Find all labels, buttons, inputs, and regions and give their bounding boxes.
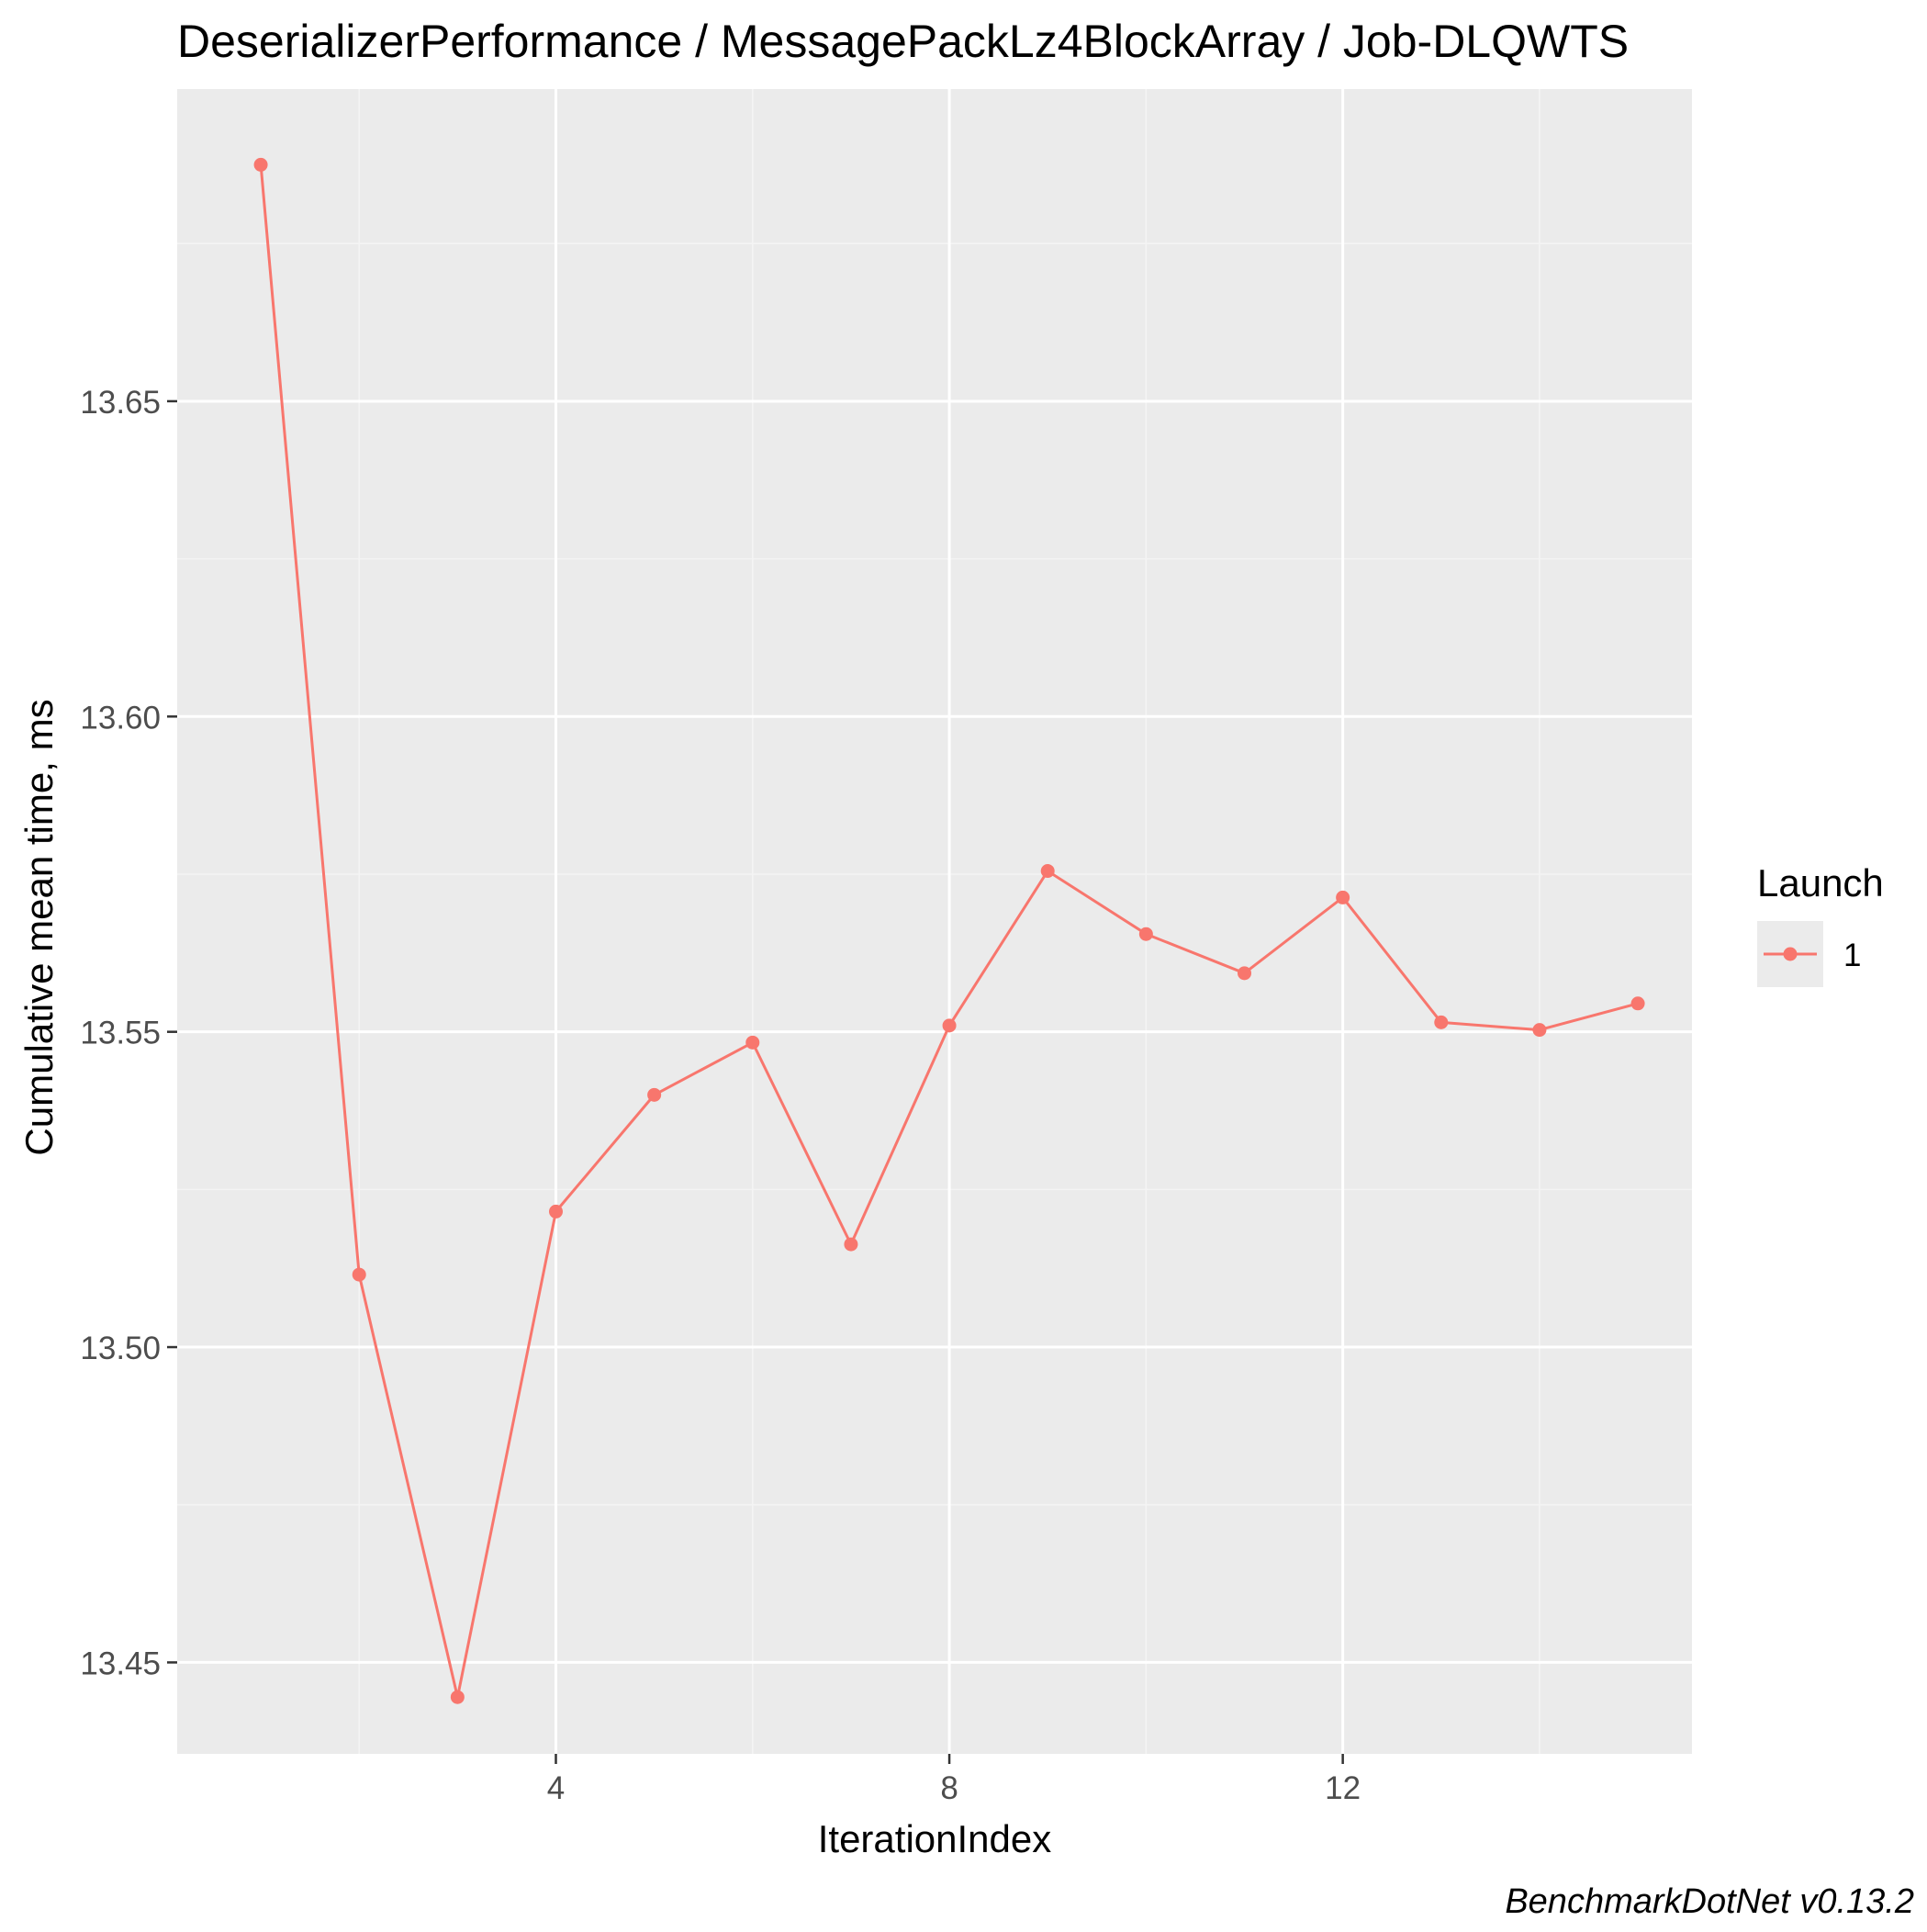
data-point	[253, 157, 268, 172]
data-point	[1040, 864, 1055, 879]
chart-title: DeserializerPerformance / MessagePackLz4…	[177, 16, 1629, 67]
data-point	[1532, 1023, 1547, 1038]
data-point	[1238, 966, 1251, 981]
x-tick-label: 12	[1325, 1770, 1361, 1806]
data-point	[1138, 927, 1153, 941]
data-point	[942, 1018, 957, 1033]
axes: 13.45 13.50 13.55 13.60 13.65 4 8 12	[80, 385, 1361, 1806]
data-point	[844, 1237, 858, 1252]
legend-entry-label: 1	[1843, 938, 1861, 973]
data-point	[450, 1690, 465, 1704]
y-axis-label: Cumulative mean time, ms	[17, 699, 61, 1155]
legend: Launch 1	[1757, 861, 1884, 987]
legend-title: Launch	[1757, 861, 1884, 904]
y-tick-label: 13.60	[80, 700, 161, 736]
x-tick-label: 8	[940, 1770, 958, 1806]
x-axis-label: IterationIndex	[818, 1817, 1052, 1860]
y-tick-label: 13.45	[80, 1646, 161, 1681]
data-point	[1434, 1015, 1449, 1029]
x-tick-label: 4	[547, 1770, 565, 1806]
data-point	[352, 1267, 366, 1282]
series-layer	[253, 157, 1645, 1704]
y-tick-label: 13.65	[80, 385, 161, 421]
data-point	[1630, 996, 1645, 1011]
data-point	[1336, 890, 1350, 904]
plot-panel	[177, 89, 1692, 1754]
data-point	[549, 1204, 563, 1219]
data-point	[745, 1035, 760, 1050]
legend-key-marker	[1783, 947, 1798, 961]
data-point	[647, 1087, 662, 1102]
y-tick-label: 13.50	[80, 1331, 161, 1366]
chart-caption: BenchmarkDotNet v0.13.2	[1505, 1882, 1914, 1921]
y-tick-label: 13.55	[80, 1016, 161, 1051]
panel-background	[177, 89, 1692, 1754]
